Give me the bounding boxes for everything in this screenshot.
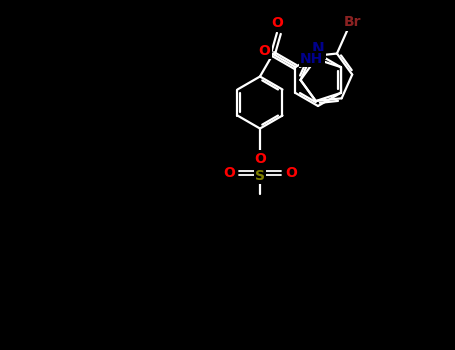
Text: NH: NH xyxy=(300,52,324,66)
Text: O: O xyxy=(223,166,235,180)
Text: N: N xyxy=(312,42,324,57)
Text: S: S xyxy=(255,169,265,183)
Text: O: O xyxy=(254,152,266,166)
Text: O: O xyxy=(258,44,270,58)
Text: Br: Br xyxy=(344,15,361,29)
Text: O: O xyxy=(285,166,297,180)
Text: O: O xyxy=(272,16,283,30)
